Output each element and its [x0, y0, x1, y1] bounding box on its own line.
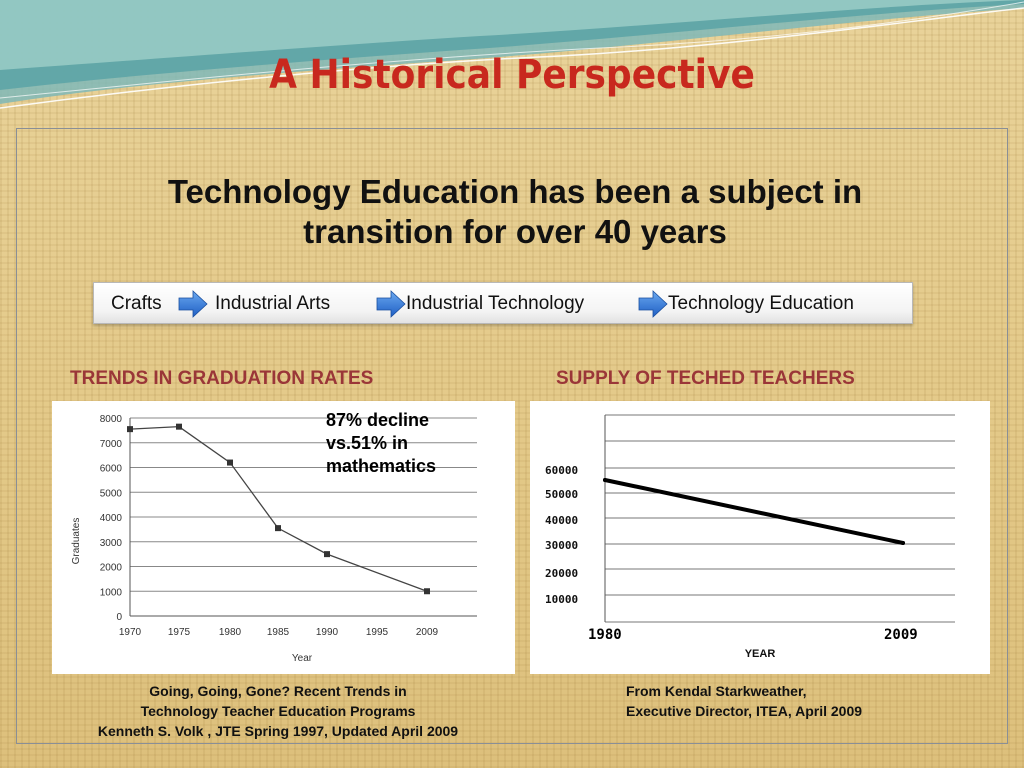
y-tick-label: 0: [116, 612, 122, 623]
x-tick-label: 1970: [119, 627, 142, 638]
supply-citation-line-2: Executive Director, ITEA, April 2009: [626, 703, 863, 719]
data-point: [424, 588, 430, 595]
y-tick-label: 50000: [545, 488, 578, 501]
x-tick-label: 1990: [316, 627, 339, 638]
supply-citation-line-1: From Kendal Starkweather,: [626, 683, 807, 699]
graduation-citation-line-3: Kenneth S. Volk , JTE Spring 1997, Updat…: [97, 723, 459, 739]
subtitle-line-1: Technology Education has been a subject …: [167, 173, 863, 210]
y-tick-label: 20000: [545, 567, 578, 580]
content-frame: [16, 128, 1008, 744]
y-tick-label: 5000: [100, 488, 123, 499]
graduation-citation-line-1: Going, Going, Gone? Recent Trends in: [149, 683, 407, 699]
step-industrial-arts: Industrial Arts: [215, 293, 331, 314]
y-axis-label: Graduates: [71, 518, 82, 565]
x-tick-label: 1980: [219, 627, 242, 638]
series-line: [129, 426, 428, 592]
y-tick-label: 2000: [100, 563, 123, 574]
series-line: [603, 478, 905, 545]
x-tick-label: 1995: [366, 627, 389, 638]
decorative-waves: [0, 0, 1024, 109]
right-arrow-icon: [376, 290, 406, 318]
x-tick-label: 2009: [884, 627, 918, 643]
graduation-chart-svg: 0 1000 2000 3000 4000 5000 6000 7000 8000 1970 197…: [71, 414, 477, 664]
step-crafts: Crafts: [111, 293, 162, 314]
data-point: [227, 459, 233, 466]
data-point: [176, 423, 182, 430]
data-point: [275, 525, 281, 532]
x-tick-label: 2009: [416, 627, 439, 638]
graduation-citation-line-2: Technology Teacher Education Programs: [140, 703, 416, 719]
x-axis-label: YEAR: [745, 648, 776, 660]
x-axis-label: Year: [292, 653, 313, 664]
decline-annotation: 87% decline vs.51% in mathematics: [326, 410, 437, 476]
subtitle-line-2: transition for over 40 years: [303, 213, 727, 250]
x-tick-label: 1980: [588, 627, 622, 643]
y-tick-label: 10000: [545, 593, 578, 606]
y-tick-label: 1000: [100, 587, 123, 598]
data-point: [127, 426, 133, 433]
supply-heading: SUPPLY OF TECHED TEACHERS: [556, 368, 855, 389]
x-tick-label: 1985: [267, 627, 290, 638]
supply-chart-svg: 10000 20000 30000 40000 50000 60000 1980 2009 YE…: [545, 414, 955, 660]
graduation-citation: Going, Going, Gone? Recent Trends in Tec…: [0, 681, 556, 741]
step-industrial-technology: Industrial Technology: [406, 293, 585, 314]
graduation-chart: 0 1000 2000 3000 4000 5000 6000 7000 8000 1970 197…: [52, 401, 515, 674]
graduation-heading: TRENDS IN GRADUATION RATES: [70, 368, 374, 389]
progression-bar: Crafts Industrial Arts Industrial Techno…: [93, 282, 913, 324]
slide-subtitle: Technology Education has been a subject …: [60, 172, 970, 252]
y-tick-label: 6000: [100, 464, 123, 475]
data-point: [324, 551, 330, 558]
right-arrow-icon: [178, 290, 208, 318]
data-point: [603, 478, 607, 482]
y-tick-label: 60000: [545, 464, 578, 477]
y-tick-label: 7000: [100, 439, 123, 450]
y-tick-label: 4000: [100, 513, 123, 524]
y-tick-label: 3000: [100, 538, 123, 549]
supply-citation: From Kendal Starkweather, Executive Dire…: [626, 681, 862, 721]
y-tick-label: 8000: [100, 414, 123, 425]
step-technology-education: Technology Education: [668, 293, 854, 314]
supply-chart: 10000 20000 30000 40000 50000 60000 1980 2009 YE…: [530, 401, 990, 674]
y-tick-label: 30000: [545, 539, 578, 552]
x-tick-label: 1975: [168, 627, 191, 638]
y-tick-label: 40000: [545, 514, 578, 527]
data-point: [901, 541, 905, 545]
right-arrow-icon: [638, 290, 668, 318]
slide-title: A Historical Perspective: [269, 52, 755, 98]
